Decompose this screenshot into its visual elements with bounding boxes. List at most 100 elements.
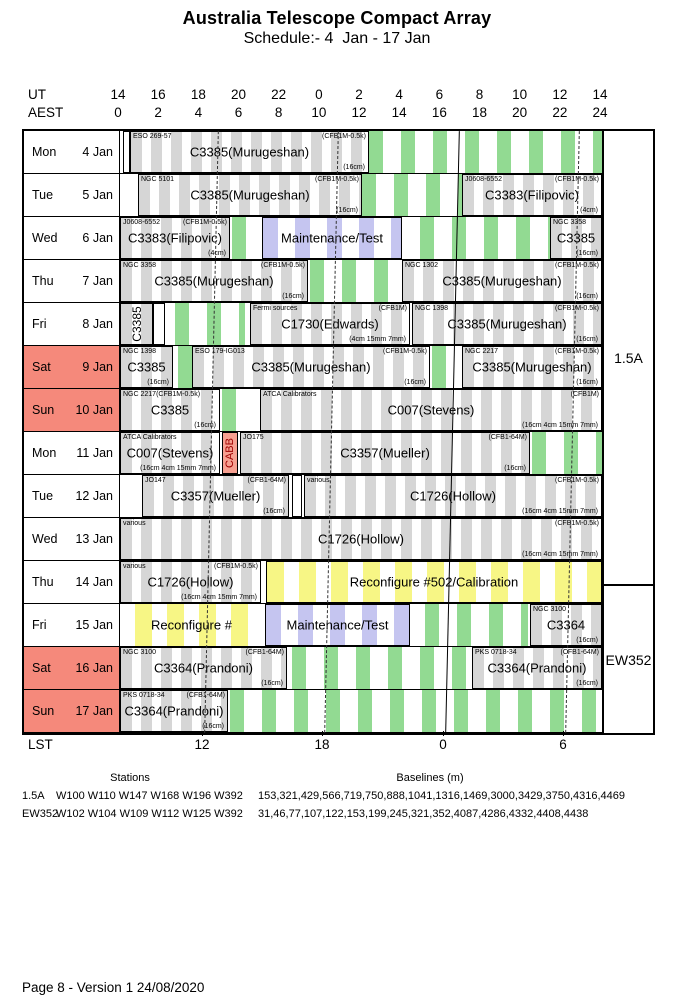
block-source-label: NGC 1398 [123, 348, 157, 355]
block-bands-label: (16cm) [576, 680, 598, 687]
observation-block: ESO 269-57 (CFB1M-0.5k) C3385(Murugeshan) (… [130, 131, 369, 173]
block-project-label: C3385 [556, 230, 596, 246]
aest-tick: 16 [431, 105, 447, 120]
aest-tick: 18 [471, 105, 488, 120]
block-config-label: (CFB1-64M) [186, 692, 225, 699]
block-project-label: C3385(Murugeshan) [251, 359, 371, 375]
ut-tick: 18 [190, 87, 206, 102]
empty-block [292, 475, 302, 517]
ut-tick: 20 [230, 87, 247, 102]
block-project-label: C3364(Prandoni) [124, 703, 224, 719]
idle-green-stripes [369, 131, 602, 173]
ut-tick: 10 [512, 87, 528, 102]
row-plot-area: C3385 Fermi sources (CFB1M) C1730(Edwards) (… [120, 303, 602, 345]
date-cell: Fri 15 Jan [24, 604, 120, 646]
ut-axis-label: UT [28, 87, 46, 102]
block-bands-label: (16cm) [343, 164, 365, 171]
block-config-label: (CFB1M-0.5k) [555, 520, 599, 527]
observation-block: NGC 1398 C3385 (16cm) [120, 346, 173, 388]
date-cell-day: Sun [32, 704, 55, 718]
block-project-label: Maintenance/Test [286, 617, 389, 633]
schedule-row: Thu 14 Jan various (CFB1M-0.5k) C1726(Hollow… [24, 561, 602, 604]
aest-tick: 20 [512, 105, 528, 120]
date-cell: Wed 6 Jan [24, 217, 120, 259]
schedule-row: Wed 6 Jan J0608-6552 (CFB1M-0.5k) C3383(Fili… [24, 217, 602, 260]
date-cell-date: 8 Jan [82, 317, 113, 331]
idle-green-stripes [175, 303, 245, 345]
block-source-label: NGC 3358 [123, 262, 157, 269]
idle-green-stripes [222, 389, 239, 431]
block-project-label: C007(Stevens) [387, 402, 475, 418]
observation-block: NGC 3358 C3385 (16cm) [550, 217, 602, 259]
block-source-label: PKS 0718-34 [475, 649, 517, 656]
empty-block [123, 131, 130, 173]
observation-block-rotated: C3385 [120, 303, 153, 345]
observation-block: NGC 1302 (CFB1M-0.5k) C3385(Murugeshan) (16… [402, 260, 602, 302]
idle-green-stripes [232, 217, 260, 259]
idle-green-stripes [178, 346, 192, 388]
block-project-label: C3364 [546, 617, 586, 633]
observation-block: various (CFB1M-0.5k) C1726(Hollow) (16cm 4c… [304, 475, 602, 517]
legend-stations-1: W102 W104 W109 W112 W125 W392 [56, 808, 243, 820]
observation-block: NGC 2217(CFB1M-0.5k) C3385 (16cm) [120, 389, 220, 431]
block-bands-label: (16cm 4cm 15mm 7mm) [181, 594, 257, 601]
maintenance-block: Maintenance/Test [265, 604, 410, 646]
block-project-label: C3385(Murugeshan) [189, 144, 310, 160]
block-bands-label: (16cm) [576, 336, 598, 343]
idle-green-stripes [362, 174, 462, 216]
observation-block: Fermi sources (CFB1M) C1730(Edwards) (4cm 1… [250, 303, 410, 345]
date-cell-day: Wed [32, 532, 58, 546]
block-project-label: C1726(Hollow) [410, 488, 496, 504]
date-cell: Sat 16 Jan [24, 647, 120, 689]
block-project-label: C1726(Hollow) [147, 574, 234, 590]
block-config-label: (CFB1M-0.5k) [555, 477, 599, 484]
block-project-label: C1730(Edwards) [281, 316, 379, 332]
page-title: Australia Telescope Compact Array [182, 8, 492, 28]
block-source-label: ATCA Calibrators [263, 391, 317, 398]
block-bands-label: (16cm 4cm 15mm 7mm) [522, 551, 598, 558]
block-config-label: (CFB1M-0.5k) [555, 305, 599, 312]
block-bands-label: (4cm 15mm 7mm) [349, 336, 406, 343]
date-cell-day: Mon [32, 446, 57, 460]
block-config-label: (CFB1M-0.5k) [214, 563, 258, 570]
block-source-label: NGC 5101 [141, 176, 175, 183]
observation-block: NGC 2217 (CFB1M-0.5k) C3385(Murugeshan) (16… [462, 346, 602, 388]
block-source-label: NGC 1302 [405, 262, 439, 269]
schedule-row: Wed 13 Jan various (CFB1M-0.5k) C1726(Hollow… [24, 518, 602, 561]
observation-block: PKS 0718-34 (CFB1-64M) C3364(Prandoni) (16c… [472, 647, 602, 689]
lst-tick-mark [563, 731, 564, 736]
date-cell: Tue 12 Jan [24, 475, 120, 517]
date-cell-date: 9 Jan [82, 360, 113, 374]
observation-block: NGC 3100 (CFB1-64M) C3364(Prandoni) (16cm) [120, 647, 287, 689]
row-plot-area: ATCA Calibrators C007(Stevens) (16cm 4cm 1… [120, 432, 602, 474]
aest-tick: 22 [552, 105, 568, 120]
observation-block: various (CFB1M-0.5k) C1726(Hollow) (16cm 4c… [120, 518, 602, 560]
ut-tick: 22 [271, 87, 287, 102]
aest-tick: 0 [114, 105, 122, 120]
block-config-label: (CFB1M-0.5k) [322, 133, 366, 140]
idle-green-stripes [230, 690, 602, 732]
block-bands-label: (16cm) [263, 508, 285, 515]
block-bands-label: (16cm) [576, 293, 598, 300]
ut-tick: 14 [110, 87, 126, 102]
date-cell-date: 16 Jan [75, 661, 113, 675]
row-plot-area: NGC 5101 (CFB1M-0.5k) C3385(Murugeshan) (16… [120, 174, 602, 216]
date-cell-day: Tue [32, 489, 54, 503]
idle-green-stripes [420, 217, 550, 259]
page-subtitle: Schedule:- 4 Jan - 17 Jan [243, 30, 431, 47]
date-cell: Sun 10 Jan [24, 389, 120, 431]
block-bands-label: (16cm) [194, 422, 216, 429]
block-project-label: C3364(Prandoni) [487, 660, 587, 676]
block-bands-label: (16cm 4cm 15mm 7mm) [140, 465, 216, 472]
lst-tick-mark [443, 731, 444, 736]
row-plot-area: Reconfigure # Maintenance/Test NGC 3100 C33… [120, 604, 602, 646]
legend-array-0: 1.5A [22, 790, 45, 802]
block-bands-label: (16cm) [282, 293, 304, 300]
reconfigure-block: Reconfigure #502/Calibration [266, 561, 602, 603]
legend-array-1: EW352 [22, 808, 59, 820]
block-bands-label: (16cm) [336, 207, 358, 214]
block-source-label: various [307, 477, 330, 484]
block-config-label: (CFB1M-0.5k) [261, 262, 305, 269]
date-cell-day: Mon [32, 145, 57, 159]
date-cell: Wed 13 Jan [24, 518, 120, 560]
